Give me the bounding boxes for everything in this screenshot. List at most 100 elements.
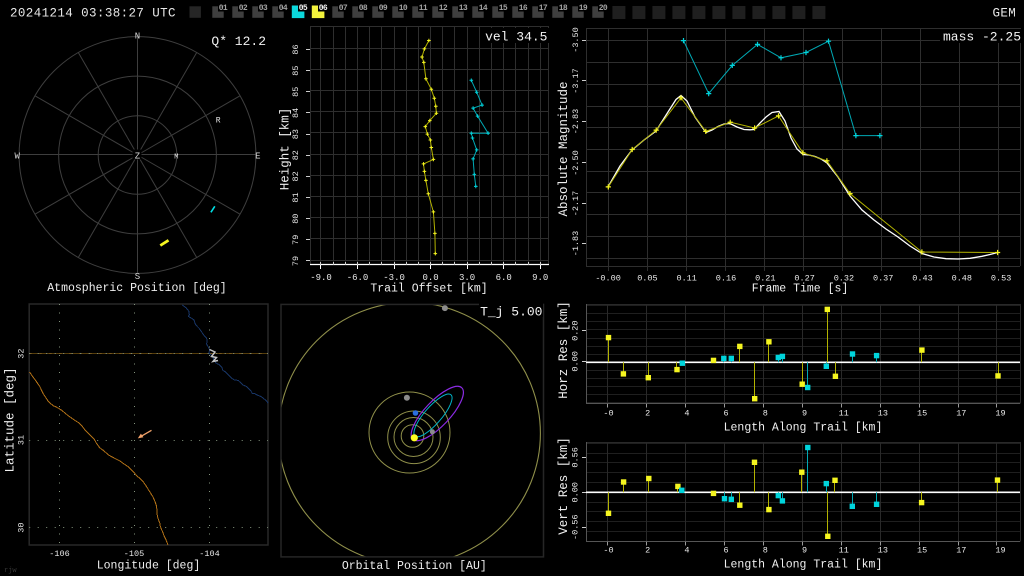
svg-text:8: 8 — [763, 409, 768, 419]
svg-text:Longitude [deg]: Longitude [deg] — [97, 560, 201, 573]
svg-text:Vert Res [km]: Vert Res [km] — [557, 437, 571, 535]
svg-text:80: 80 — [291, 214, 301, 224]
svg-text:13: 13 — [878, 409, 888, 419]
svg-text:0.48: 0.48 — [952, 274, 972, 284]
svg-text:-3.50: -3.50 — [571, 27, 581, 53]
svg-text:3.0: 3.0 — [459, 273, 475, 283]
svg-text:Atmospheric Position [deg]: Atmospheric Position [deg] — [47, 282, 226, 295]
svg-text:11: 11 — [839, 546, 849, 556]
svg-text:E: E — [255, 152, 260, 162]
svg-text:13: 13 — [459, 4, 468, 13]
svg-text:32: 32 — [17, 348, 27, 358]
svg-text:85: 85 — [291, 65, 301, 75]
svg-text:0.00: 0.00 — [571, 482, 581, 502]
svg-text:Trail Offset [km]: Trail Offset [km] — [370, 283, 487, 296]
svg-text:10: 10 — [399, 4, 408, 13]
svg-text:Length Along Trail [km]: Length Along Trail [km] — [724, 422, 883, 435]
svg-text:-2.17: -2.17 — [571, 191, 581, 217]
svg-text:6: 6 — [724, 546, 729, 556]
svg-text:14: 14 — [479, 4, 488, 13]
svg-text:15: 15 — [917, 409, 927, 419]
svg-text:Absolute Magnitude: Absolute Magnitude — [557, 81, 571, 216]
svg-text:16: 16 — [519, 4, 528, 13]
svg-text:vel 34.5: vel 34.5 — [485, 30, 547, 45]
svg-text:0.32: 0.32 — [834, 274, 854, 284]
svg-text:19: 19 — [995, 409, 1005, 419]
svg-text:Horz Res [km]: Horz Res [km] — [557, 301, 571, 399]
svg-text:13: 13 — [878, 546, 888, 556]
svg-text:0.0: 0.0 — [422, 273, 438, 283]
svg-text:M: M — [174, 154, 178, 162]
svg-text:0.11: 0.11 — [676, 274, 696, 284]
svg-text:07: 07 — [339, 4, 348, 13]
svg-text:-6.0: -6.0 — [347, 273, 369, 283]
svg-text:0.53: 0.53 — [991, 274, 1011, 284]
svg-text:79: 79 — [291, 256, 301, 266]
svg-text:18: 18 — [559, 4, 568, 13]
svg-text:R: R — [216, 116, 221, 125]
svg-text:N: N — [135, 32, 140, 42]
svg-text:19: 19 — [995, 546, 1005, 556]
svg-text:0.56: 0.56 — [571, 447, 581, 467]
svg-text:03: 03 — [259, 4, 268, 13]
svg-text:0.00: 0.00 — [571, 351, 581, 371]
svg-text:8: 8 — [763, 546, 768, 556]
svg-text:17: 17 — [956, 409, 966, 419]
svg-text:11: 11 — [419, 4, 428, 13]
svg-text:19: 19 — [579, 4, 588, 13]
svg-text:20241214 03:38:27 UTC: 20241214 03:38:27 UTC — [10, 7, 176, 21]
svg-text:-2.83: -2.83 — [571, 109, 581, 135]
svg-text:0.37: 0.37 — [873, 274, 893, 284]
svg-text:05: 05 — [299, 4, 308, 13]
svg-text:84: 84 — [291, 108, 301, 118]
svg-text:W: W — [14, 152, 20, 162]
svg-text:S: S — [135, 272, 140, 282]
svg-text:-106: -106 — [49, 549, 69, 559]
svg-text:Length Along Trail [km]: Length Along Trail [km] — [724, 559, 883, 572]
svg-text:30: 30 — [17, 522, 27, 532]
svg-text:rjw: rjw — [4, 567, 17, 575]
svg-text:12: 12 — [439, 4, 448, 13]
svg-text:11: 11 — [839, 409, 849, 419]
svg-text:9: 9 — [802, 546, 807, 556]
svg-text:-0.00: -0.00 — [595, 274, 621, 284]
svg-text:0.43: 0.43 — [912, 274, 932, 284]
svg-text:01: 01 — [219, 4, 228, 13]
svg-text:0.16: 0.16 — [716, 274, 736, 284]
svg-text:2: 2 — [645, 546, 650, 556]
svg-text:Height [km]: Height [km] — [279, 108, 293, 191]
svg-text:82: 82 — [291, 150, 301, 160]
svg-text:0.20: 0.20 — [571, 320, 581, 340]
svg-text:20: 20 — [599, 4, 608, 13]
svg-text:83: 83 — [291, 129, 301, 139]
svg-text:86: 86 — [291, 44, 301, 54]
svg-text:0.21: 0.21 — [755, 274, 775, 284]
svg-text:-0: -0 — [603, 546, 613, 556]
svg-text:mass -2.25: mass -2.25 — [943, 30, 1021, 45]
svg-text:06: 06 — [319, 4, 328, 13]
svg-text:85: 85 — [291, 87, 301, 97]
svg-text:-105: -105 — [124, 549, 144, 559]
svg-text:Z: Z — [135, 151, 141, 161]
svg-text:6: 6 — [724, 409, 729, 419]
svg-text:0.27: 0.27 — [794, 274, 814, 284]
svg-text:04: 04 — [279, 4, 288, 13]
svg-text:Frame Time [s]: Frame Time [s] — [752, 283, 849, 296]
svg-text:-9.0: -9.0 — [310, 273, 332, 283]
svg-text:-1.83: -1.83 — [571, 231, 581, 257]
svg-text:6.0: 6.0 — [496, 273, 512, 283]
svg-text:-0.56: -0.56 — [571, 514, 581, 540]
svg-text:15: 15 — [499, 4, 508, 13]
svg-text:Latitude [deg]: Latitude [deg] — [4, 367, 18, 472]
svg-text:31: 31 — [17, 435, 27, 445]
svg-text:Q* 12.2: Q* 12.2 — [211, 34, 266, 49]
svg-text:02: 02 — [239, 4, 248, 13]
svg-text:-0: -0 — [603, 409, 613, 419]
svg-text:79: 79 — [291, 235, 301, 245]
svg-text:15: 15 — [917, 546, 927, 556]
svg-text:-104: -104 — [199, 549, 219, 559]
svg-text:09: 09 — [379, 4, 388, 13]
svg-text:9: 9 — [802, 409, 807, 419]
svg-text:-3.17: -3.17 — [571, 68, 581, 94]
svg-text:17: 17 — [539, 4, 548, 13]
